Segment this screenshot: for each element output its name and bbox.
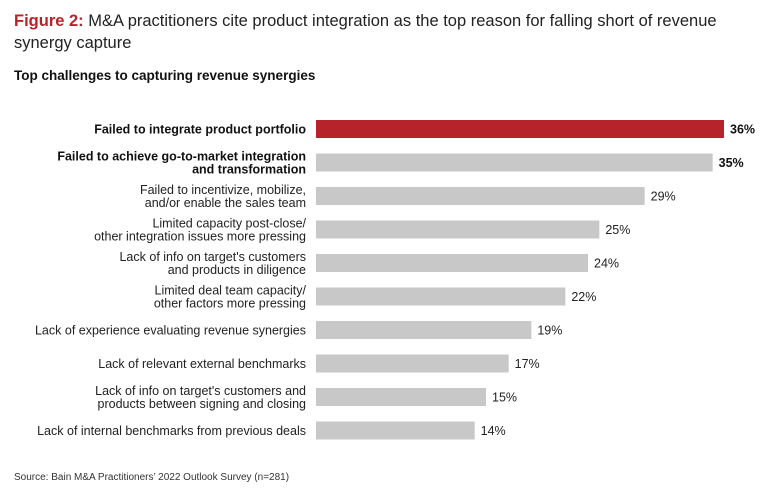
bar-4 [316, 220, 600, 239]
category-label-9-line-1: Lack of info on target's customers and [95, 384, 306, 398]
bar-8 [316, 354, 509, 373]
category-label-4-line-1: Limited capacity post-close/ [152, 217, 306, 231]
source-note: Source: Bain M&A Practitioners’ 2022 Out… [14, 472, 290, 483]
category-label-1: Failed to integrate product portfolio [94, 123, 306, 137]
category-label-5-line-2: and products in diligence [168, 263, 306, 277]
category-label-3-line-2: and/or enable the sales team [145, 196, 306, 210]
value-label-10: 14% [481, 424, 506, 438]
bar-10 [316, 421, 475, 440]
value-label-4: 25% [605, 223, 630, 237]
figure-title: Figure 2: M&A practitioners cite product… [14, 10, 769, 54]
figure-title-text: M&A practitioners cite product integrati… [14, 12, 717, 52]
value-label-9: 15% [492, 391, 517, 405]
value-label-2: 35% [719, 156, 744, 170]
bar-7 [316, 321, 532, 339]
category-label-5-line-1: Lack of info on target's customers [119, 250, 306, 264]
category-label-7: Lack of experience evaluating revenue sy… [35, 324, 306, 338]
category-label-6-line-2: other factors more pressing [154, 297, 306, 311]
bar-9 [316, 388, 486, 406]
value-label-7: 19% [537, 324, 562, 338]
value-label-5: 24% [594, 257, 619, 271]
bar-6 [316, 287, 566, 306]
value-label-3: 29% [651, 190, 676, 204]
category-label-4-line-2: other integration issues more pressing [94, 230, 306, 244]
category-label-8: Lack of relevant external benchmarks [98, 357, 306, 371]
value-label-8: 17% [515, 357, 540, 371]
bar-2 [316, 153, 713, 172]
category-label-3-line-1: Failed to incentivize, mobilize, [140, 183, 306, 197]
value-label-1: 36% [730, 123, 755, 137]
bar-1 [316, 120, 724, 138]
category-label-9-line-2: products between signing and closing [98, 397, 307, 411]
category-label-2-line-2: and transformation [192, 163, 306, 177]
bar-5 [316, 254, 588, 272]
category-label-6-line-1: Limited deal team capacity/ [155, 284, 307, 298]
bar-3 [316, 187, 645, 205]
category-label-10: Lack of internal benchmarks from previou… [37, 424, 306, 438]
value-label-6: 22% [571, 290, 596, 304]
chart-title: Top challenges to capturing revenue syne… [14, 68, 316, 83]
figure-label: Figure 2: [14, 12, 84, 30]
category-label-2-line-1: Failed to achieve go-to-market integrati… [57, 150, 306, 164]
